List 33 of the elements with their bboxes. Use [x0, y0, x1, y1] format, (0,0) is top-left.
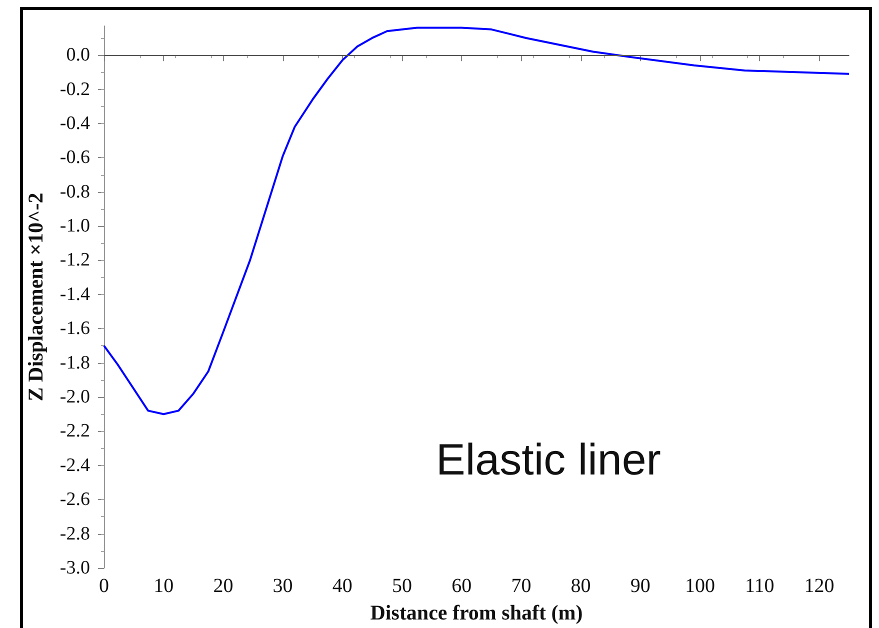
- x-tick-label: 10: [154, 575, 174, 597]
- x-tick-label: 40: [332, 575, 352, 597]
- y-tick-label: -0.8: [60, 181, 90, 202]
- y-tick-label: -1.4: [60, 284, 90, 305]
- x-tick-label: 0: [99, 575, 109, 597]
- y-tick-label: -3.0: [60, 558, 90, 578]
- x-tick-label: 120: [804, 575, 834, 597]
- y-tick-label: -0.4: [60, 112, 90, 134]
- x-tick-label: 80: [570, 575, 591, 597]
- y-tick-label: -2.0: [60, 386, 90, 408]
- x-tick-label: 110: [744, 575, 774, 597]
- y-tick-label: -0.6: [60, 147, 90, 168]
- y-tick-label: -1.6: [60, 318, 90, 340]
- x-tick-label: 50: [392, 575, 412, 597]
- x-tick-label: 60: [452, 575, 472, 597]
- y-tick-label: -2.8: [60, 523, 90, 544]
- y-tick-label: 0.0: [66, 44, 90, 66]
- y-axis-title: Z Displacement ×10^-2: [24, 192, 48, 402]
- y-tick-label: -2.2: [60, 420, 90, 442]
- y-tick-label: -2.4: [60, 454, 90, 476]
- x-axis-title: Distance from shaft (m): [370, 600, 583, 624]
- y-tick-label: -0.2: [60, 78, 90, 100]
- x-tick-label: 20: [213, 575, 234, 597]
- y-tick-label: -1.2: [60, 250, 90, 271]
- line-series: [103, 26, 850, 416]
- x-tick-label: 100: [685, 575, 715, 597]
- x-tick-label: 90: [630, 575, 650, 597]
- y-tick-label: -2.6: [60, 489, 90, 510]
- x-tick-label: 30: [272, 575, 293, 597]
- annotation: Elastic liner: [436, 436, 661, 484]
- y-tick-label: -1.0: [60, 216, 90, 237]
- x-tick-label: 70: [511, 575, 532, 597]
- y-tick-label: -1.8: [60, 352, 90, 374]
